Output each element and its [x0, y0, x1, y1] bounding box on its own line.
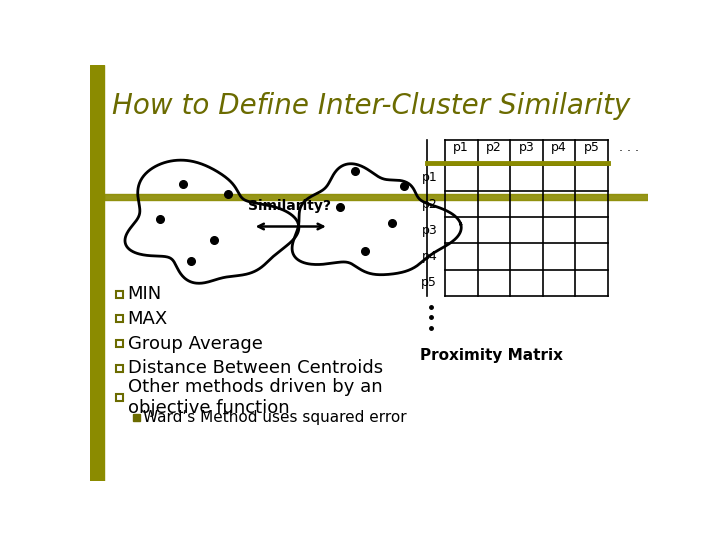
Text: Ward’s Method uses squared error: Ward’s Method uses squared error [143, 410, 407, 425]
Text: p5: p5 [421, 276, 437, 289]
Text: Similarity?: Similarity? [248, 199, 330, 213]
Bar [116, 340, 123, 347]
Bar [104, 194, 648, 200]
Text: . . .: . . . [618, 141, 639, 154]
Text: p4: p4 [551, 141, 567, 154]
Text: MAX: MAX [127, 310, 168, 328]
Text: Other methods driven by an
objective function: Other methods driven by an objective fun… [127, 378, 382, 417]
Text: Group Average: Group Average [127, 335, 263, 353]
Text: p3: p3 [421, 224, 437, 237]
Text: MIN: MIN [127, 285, 162, 303]
Text: p3: p3 [518, 141, 534, 154]
Bar [116, 291, 123, 298]
Text: How to Define Inter-Cluster Similarity: How to Define Inter-Cluster Similarity [112, 92, 630, 120]
Bar [116, 394, 123, 401]
Bar [116, 364, 123, 372]
Text: p2: p2 [421, 198, 437, 211]
Text: p1: p1 [421, 172, 437, 185]
Bar [116, 315, 123, 322]
Text: p2: p2 [486, 141, 502, 154]
Text: Proximity Matrix: Proximity Matrix [420, 348, 563, 363]
Text: p1: p1 [454, 141, 469, 154]
Text: p4: p4 [421, 250, 437, 263]
Bar [90, 65, 104, 481]
Bar [133, 414, 140, 421]
Text: Distance Between Centroids: Distance Between Centroids [127, 359, 383, 377]
Text: p5: p5 [583, 141, 599, 154]
